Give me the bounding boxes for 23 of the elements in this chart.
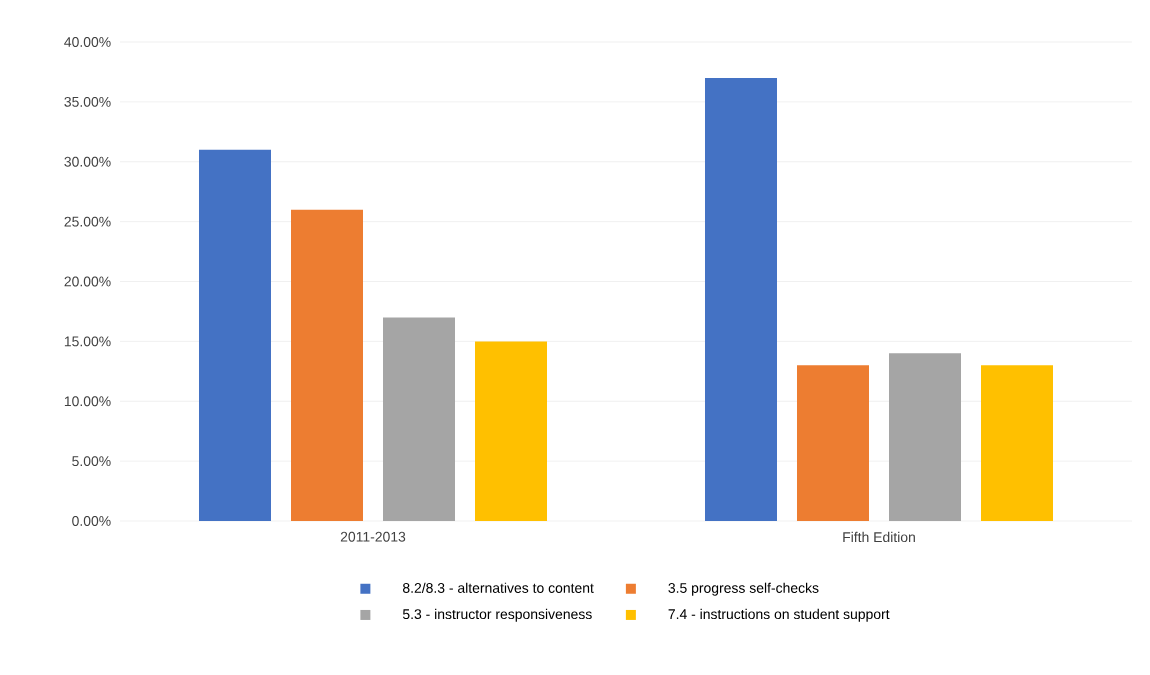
legend-label: 8.2/8.3 - alternatives to content	[402, 582, 594, 593]
legend-label: 7.4 - instructions on student support	[668, 608, 890, 622]
bar	[291, 209, 363, 521]
y-tick-label: 10.00%	[64, 396, 111, 407]
x-tick-label: 2011-2013	[340, 531, 406, 542]
bar	[889, 353, 961, 521]
y-tick-label: 35.00%	[64, 96, 111, 107]
y-tick-label: 0.00%	[72, 516, 111, 526]
y-tick-label: 5.00%	[72, 456, 111, 467]
bar	[383, 317, 455, 521]
y-tick-label: 25.00%	[64, 216, 111, 227]
bar	[199, 149, 271, 521]
bar	[475, 341, 547, 521]
y-tick-label: 15.00%	[64, 336, 111, 347]
y-tick-label: 30.00%	[64, 156, 111, 167]
legend-label: 5.3 - instructor responsiveness	[402, 608, 592, 622]
y-tick-label: 20.00%	[64, 276, 111, 287]
x-tick-label: Fifth Edition	[843, 531, 915, 543]
bar	[705, 77, 777, 521]
y-tick-label: 40.00%	[64, 37, 111, 47]
bar	[981, 365, 1053, 521]
bar	[797, 365, 869, 521]
legend-label: 3.5 progress self-checks	[668, 582, 819, 596]
